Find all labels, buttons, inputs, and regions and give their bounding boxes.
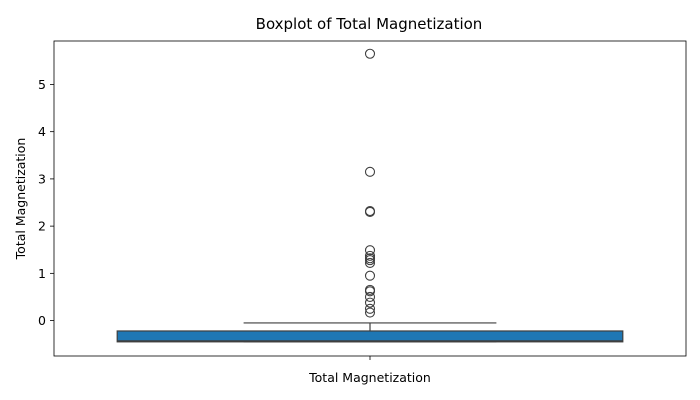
outlier-point: [364, 286, 376, 297]
y-tick-label: 0: [38, 313, 46, 328]
outlier-point: [364, 303, 376, 314]
outlier-point: [364, 48, 376, 59]
outlier-point: [364, 291, 376, 303]
y-tick-label: 2: [38, 219, 46, 234]
y-tick-label: 1: [38, 266, 46, 281]
axes-frame: [53, 40, 687, 357]
outlier-point: [364, 255, 376, 266]
y-axis-label: Total Magnetization: [13, 138, 28, 261]
outlier-point: [364, 206, 376, 218]
outlier-point: [364, 257, 376, 269]
outlier-point: [364, 166, 376, 177]
chart-title: Boxplot of Total Magnetization: [256, 15, 483, 33]
y-tick-label: 3: [38, 171, 46, 186]
outlier-point: [364, 245, 376, 256]
outlier-point: [364, 250, 376, 261]
outlier-point: [364, 270, 376, 281]
outlier-point: [364, 307, 376, 318]
plot-area: 0 1 2 3 4 5: [38, 40, 687, 360]
y-tick-label: 4: [38, 124, 46, 139]
x-axis-label: Total Magnetization: [308, 370, 431, 385]
y-tick-label: 5: [38, 77, 46, 92]
y-axis-ticks: 0 1 2 3 4 5: [38, 77, 54, 328]
box-group: [116, 322, 624, 343]
outlier-point: [364, 297, 376, 308]
iqr-box: [116, 330, 624, 343]
outliers: [364, 48, 376, 318]
